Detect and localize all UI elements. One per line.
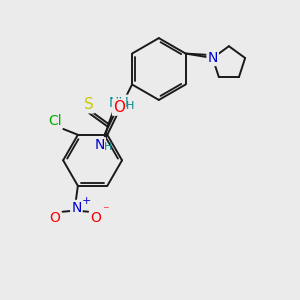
Text: H: H: [104, 142, 112, 152]
Text: +: +: [82, 196, 92, 206]
Text: H: H: [126, 101, 134, 111]
Text: NH: NH: [108, 96, 129, 110]
Text: ⁻: ⁻: [102, 205, 109, 218]
Text: N: N: [71, 201, 82, 215]
Text: S: S: [84, 97, 94, 112]
Text: O: O: [113, 100, 125, 115]
Text: O: O: [90, 211, 101, 225]
Text: N: N: [94, 138, 105, 152]
Text: O: O: [49, 211, 60, 225]
Text: N: N: [208, 51, 218, 65]
Text: Cl: Cl: [48, 114, 62, 128]
